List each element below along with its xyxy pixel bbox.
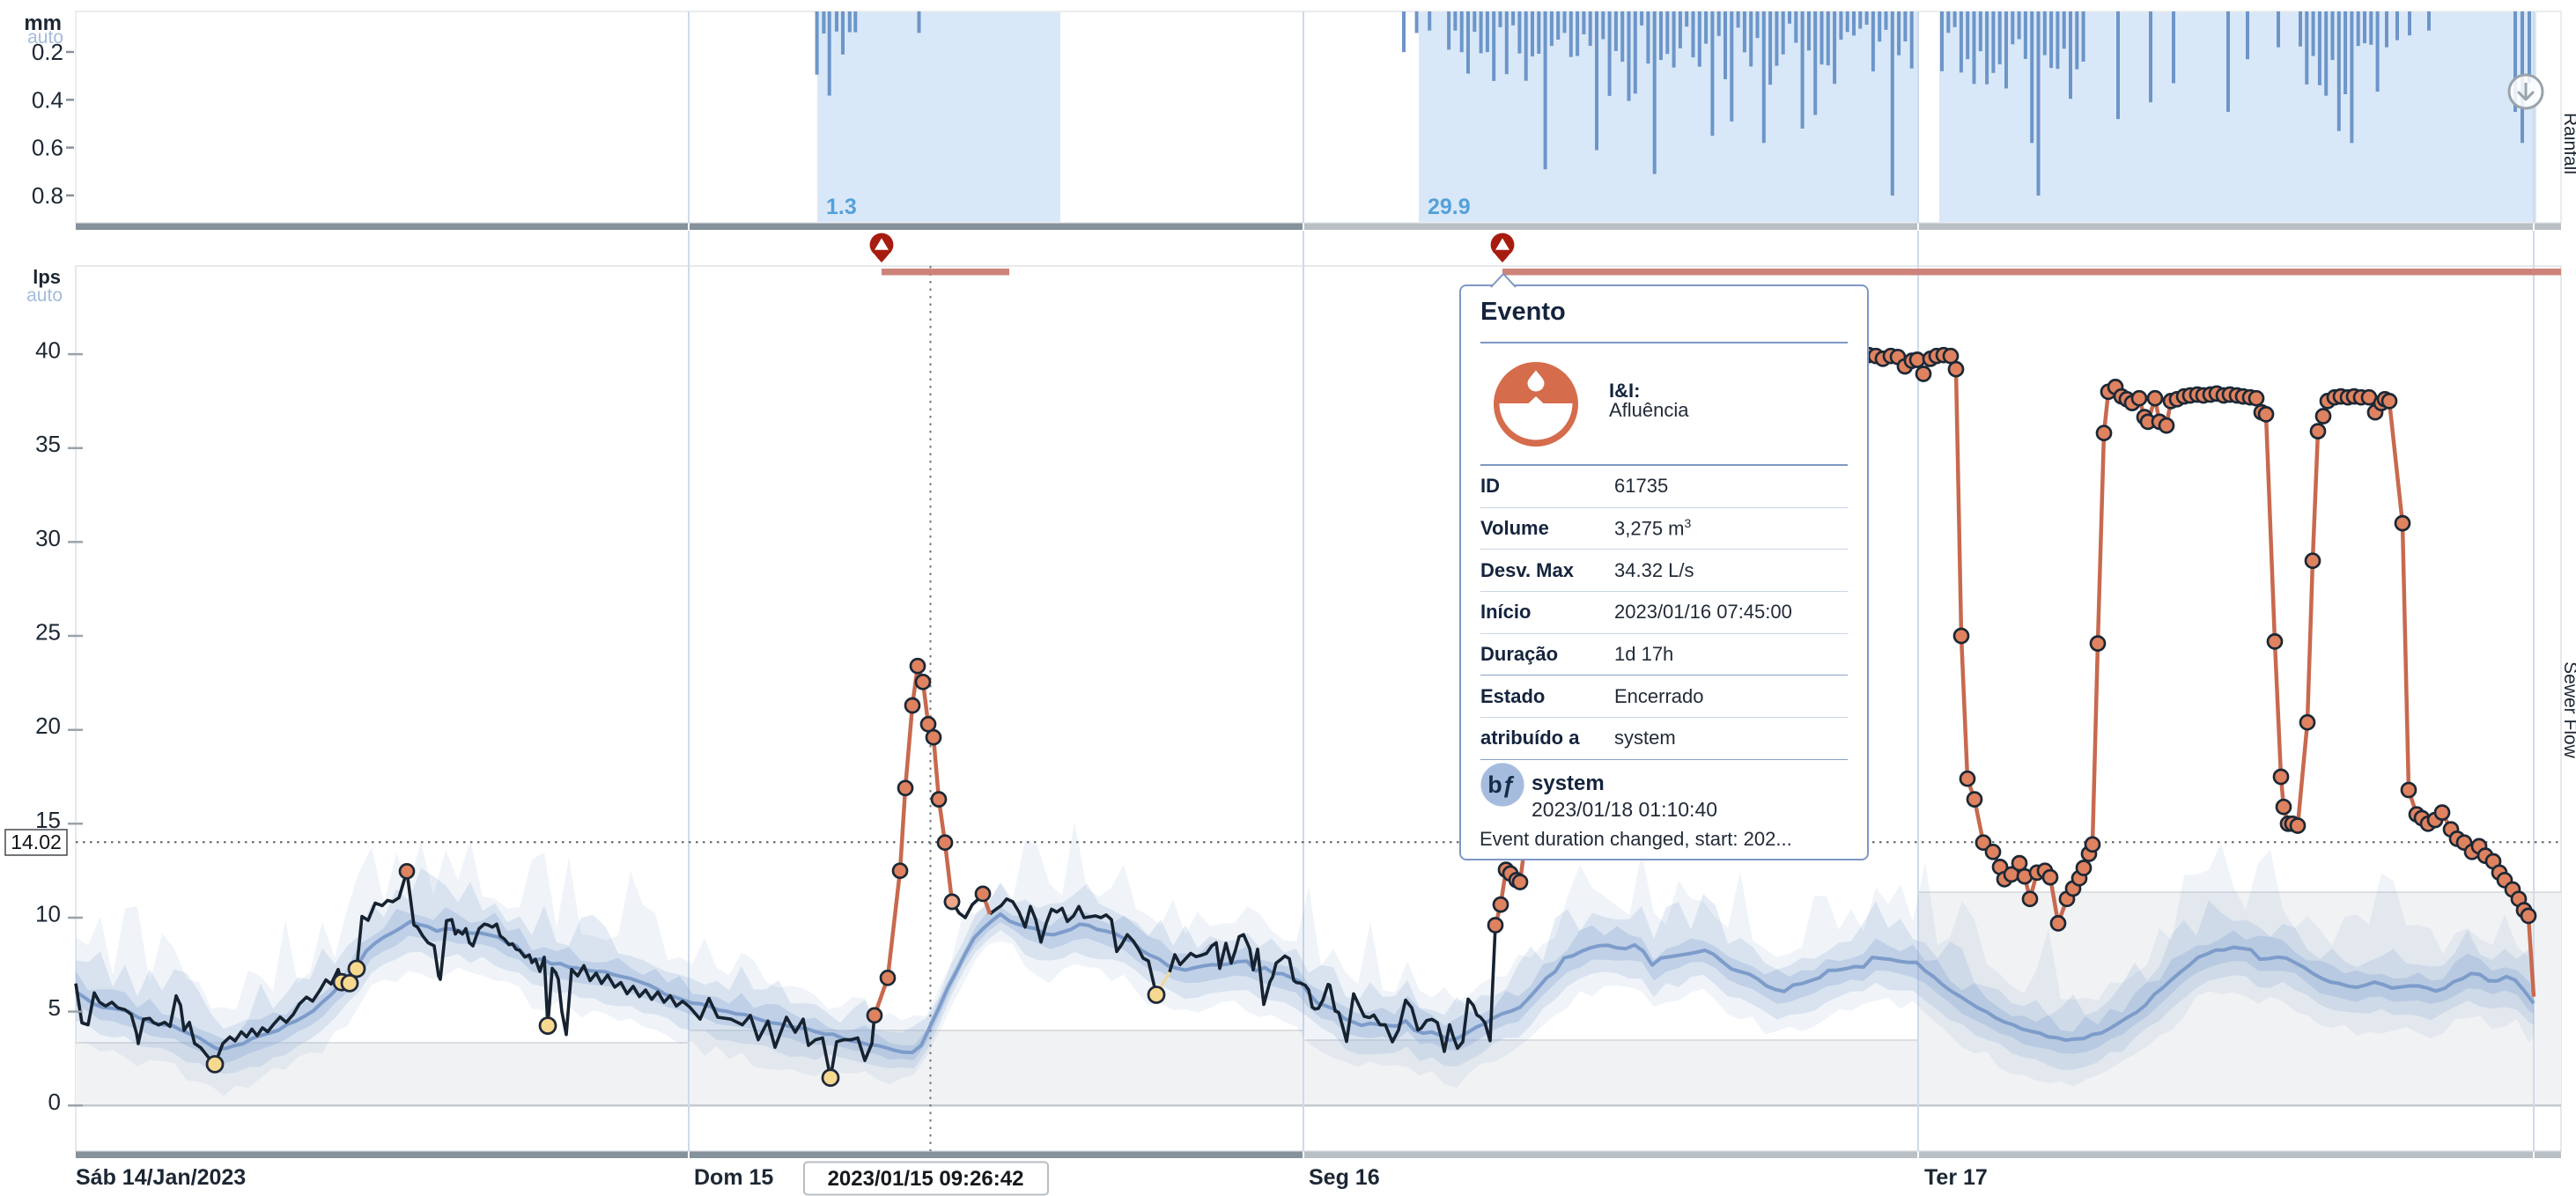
svg-text:29.9: 29.9	[1428, 195, 1471, 219]
svg-text:0.8: 0.8	[32, 182, 63, 209]
svg-text:bƒ: bƒ	[1487, 771, 1516, 798]
svg-text:15: 15	[35, 807, 61, 833]
svg-text:0: 0	[48, 1089, 61, 1115]
svg-text:14.02: 14.02	[11, 831, 62, 853]
svg-text:1.3: 1.3	[826, 195, 857, 219]
svg-text:25: 25	[35, 619, 61, 646]
svg-text:5: 5	[48, 994, 61, 1021]
svg-text:0.4: 0.4	[32, 86, 63, 113]
svg-text:Ter 17: Ter 17	[1924, 1165, 1988, 1190]
svg-text:Sáb 14/Jan/2023: Sáb 14/Jan/2023	[76, 1165, 246, 1190]
svg-text:40: 40	[35, 337, 61, 364]
svg-text:Sewer Flow: Sewer Flow	[2560, 661, 2576, 759]
svg-text:auto: auto	[27, 27, 63, 48]
svg-text:auto: auto	[26, 285, 63, 306]
svg-text:20: 20	[35, 712, 61, 739]
svg-text:mm: mm	[24, 11, 62, 35]
svg-text:2023/01/15 09:26:42: 2023/01/15 09:26:42	[828, 1167, 1024, 1191]
svg-text:lps: lps	[33, 266, 61, 288]
svg-text:10: 10	[35, 901, 61, 927]
svg-text:Rainfall: Rainfall	[2560, 113, 2576, 174]
svg-text:30: 30	[35, 525, 61, 551]
svg-text:0.2: 0.2	[32, 39, 63, 65]
svg-text:35: 35	[35, 431, 61, 457]
svg-text:Seg 16: Seg 16	[1309, 1165, 1380, 1190]
svg-text:0.6: 0.6	[32, 135, 63, 161]
svg-text:Dom 15: Dom 15	[694, 1165, 773, 1190]
